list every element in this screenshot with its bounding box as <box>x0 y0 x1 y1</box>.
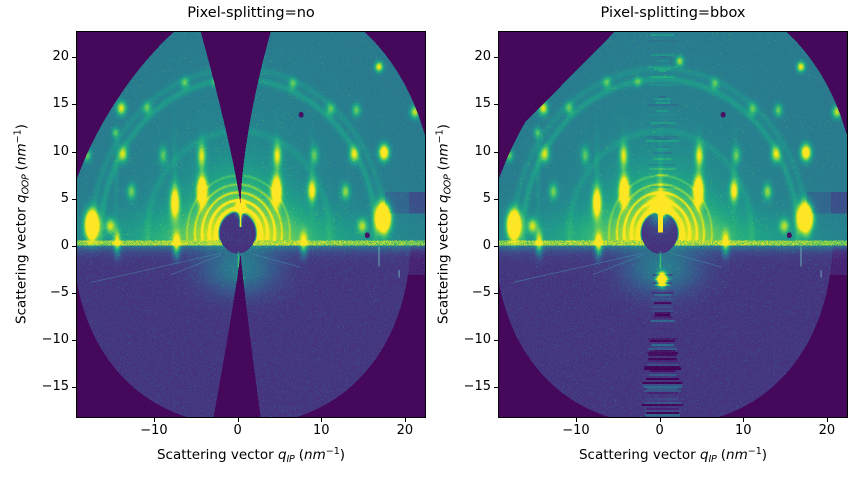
axis-label-part: ( <box>435 165 452 175</box>
y-tick-label: 20 <box>474 49 491 65</box>
y-tick-label: 5 <box>60 190 69 206</box>
axis-label-part: ( <box>716 447 727 463</box>
axis-label-part: Scattering vector <box>435 202 452 324</box>
x-tick-label: −10 <box>140 423 168 438</box>
y-tick-mark <box>494 339 498 341</box>
heatmap-canvas-left <box>77 32 425 417</box>
x-tick-label: 0 <box>655 423 664 438</box>
y-tick-label: 5 <box>482 190 491 206</box>
x-tick-mark <box>826 418 828 422</box>
panel-left-yaxis-label: Scattering vector qOOP (nm−1) <box>12 32 32 417</box>
axis-label-part: ( <box>13 165 30 175</box>
y-tick-mark <box>72 151 76 153</box>
x-tick-label: 20 <box>818 423 836 438</box>
axis-label-part: IP <box>708 454 717 465</box>
y-tick-mark <box>72 339 76 341</box>
x-tick-mark <box>153 418 155 422</box>
y-tick-label: −15 <box>41 378 69 394</box>
y-tick-mark <box>494 104 498 106</box>
axis-label-part: ) <box>13 124 30 130</box>
y-tick-label: −5 <box>49 284 69 300</box>
axis-label-part: nm <box>726 447 748 463</box>
x-tick-label: 20 <box>396 423 414 438</box>
x-tick-label: 10 <box>312 423 330 438</box>
panel-right-plot-area <box>498 31 848 418</box>
axis-label-part: −1 <box>12 129 24 144</box>
panel-left-plot-area <box>76 31 426 418</box>
axis-label-part: ( <box>294 447 305 463</box>
axis-label-part: Scattering vector <box>578 447 700 463</box>
y-tick-mark <box>494 245 498 247</box>
y-tick-label: 15 <box>52 96 69 112</box>
axis-label-part: q <box>277 447 287 463</box>
x-tick-mark <box>743 418 745 422</box>
axis-label-part: ) <box>435 124 452 130</box>
y-tick-mark <box>494 292 498 294</box>
y-tick-mark <box>494 198 498 200</box>
axis-label-part: nm <box>435 143 452 166</box>
axis-label-part: ) <box>761 447 768 463</box>
axis-label-part: OOP <box>20 174 32 195</box>
axis-label-part: q <box>435 194 452 203</box>
axis-label-part: −1 <box>747 446 762 457</box>
axis-label-part: ) <box>339 447 346 463</box>
axis-label-part: q <box>699 447 709 463</box>
x-tick-label: −10 <box>562 423 590 438</box>
y-tick-mark <box>494 151 498 153</box>
axis-label-part: nm <box>304 447 326 463</box>
y-tick-label: −15 <box>463 378 491 394</box>
y-tick-mark <box>72 198 76 200</box>
panel-right-title: Pixel-splitting=bbox <box>600 5 746 21</box>
axis-label-part: nm <box>13 143 30 166</box>
axis-label-part: Scattering vector <box>156 447 278 463</box>
x-tick-mark <box>575 418 577 422</box>
y-tick-label: 10 <box>52 143 69 159</box>
y-tick-mark <box>72 104 76 106</box>
axis-label-part: −1 <box>434 129 446 144</box>
y-tick-label: 0 <box>60 237 69 253</box>
axis-label-part: −1 <box>325 446 340 457</box>
panel-right-xaxis-label: Scattering vector qIP (nm−1) <box>499 446 847 465</box>
y-tick-label: −10 <box>463 331 491 347</box>
x-tick-mark <box>321 418 323 422</box>
y-tick-mark <box>72 57 76 59</box>
y-tick-mark <box>72 386 76 388</box>
y-tick-label: 15 <box>474 96 491 112</box>
axis-label-part: q <box>13 194 30 203</box>
y-tick-label: −5 <box>471 284 491 300</box>
y-tick-mark <box>72 245 76 247</box>
axis-label-part: OOP <box>442 174 454 195</box>
y-tick-mark <box>72 292 76 294</box>
panel-left-title: Pixel-splitting=no <box>187 5 315 21</box>
panel-right-yaxis-label: Scattering vector qOOP (nm−1) <box>434 32 454 417</box>
y-tick-label: 10 <box>474 143 491 159</box>
y-tick-label: 20 <box>52 49 69 65</box>
y-tick-mark <box>494 57 498 59</box>
y-tick-label: 0 <box>482 237 491 253</box>
x-tick-mark <box>237 418 239 422</box>
x-tick-label: 10 <box>734 423 752 438</box>
axis-label-part: IP <box>286 454 295 465</box>
axis-label-part: Scattering vector <box>13 202 30 324</box>
y-tick-label: −10 <box>41 331 69 347</box>
x-tick-label: 0 <box>233 423 242 438</box>
panel-left-xaxis-label: Scattering vector qIP (nm−1) <box>77 446 425 465</box>
y-tick-mark <box>494 386 498 388</box>
x-tick-mark <box>404 418 406 422</box>
heatmap-canvas-right <box>499 32 847 417</box>
x-tick-mark <box>659 418 661 422</box>
